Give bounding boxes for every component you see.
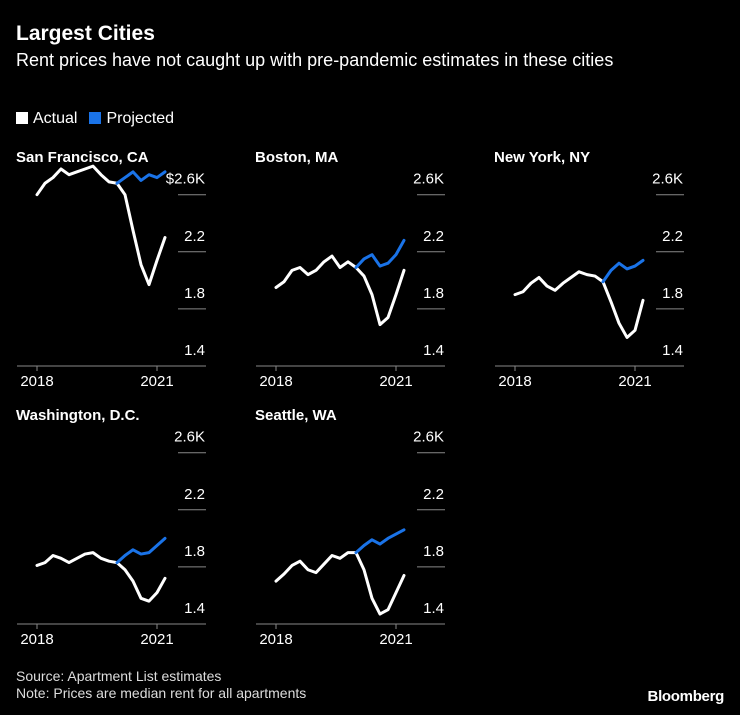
x-tick-label: 2021 bbox=[379, 631, 412, 648]
y-tick-label: 1.4 bbox=[423, 600, 444, 617]
x-tick-label: 2021 bbox=[379, 373, 412, 390]
panel-title: New York, NY bbox=[494, 149, 590, 166]
legend-label: Actual bbox=[33, 110, 78, 127]
y-tick-label: 1.8 bbox=[184, 285, 205, 302]
series-line bbox=[513, 270, 645, 339]
legend-swatch bbox=[89, 112, 102, 124]
y-tick-label: 2.2 bbox=[423, 228, 444, 245]
legend: Actual Projected bbox=[16, 110, 174, 128]
x-tick-label: 2021 bbox=[140, 631, 173, 648]
y-tick-label: 1.4 bbox=[184, 600, 205, 617]
x-tick-label: 2018 bbox=[259, 373, 292, 390]
legend-item: Actual bbox=[16, 110, 77, 128]
series-line bbox=[354, 238, 406, 269]
panel-title: Washington, D.C. bbox=[16, 407, 140, 424]
y-tick-label: 1.8 bbox=[423, 285, 444, 302]
source: Source: Apartment List estimates bbox=[16, 668, 222, 684]
y-tick-label: 2.6K bbox=[413, 171, 444, 188]
y-tick-label: 1.4 bbox=[423, 342, 444, 359]
legend-item: Projected bbox=[89, 110, 174, 128]
legend-swatch bbox=[16, 112, 28, 124]
panel-title: Seattle, WA bbox=[255, 407, 337, 424]
note: Note: Prices are median rent for all apa… bbox=[16, 685, 307, 701]
panel-title: Boston, MA bbox=[255, 149, 338, 166]
series-line bbox=[274, 551, 406, 616]
y-tick-label: 2.2 bbox=[184, 228, 205, 245]
x-tick-label: 2021 bbox=[618, 373, 651, 390]
y-tick-label: 1.4 bbox=[662, 342, 683, 359]
y-tick-label: 1.8 bbox=[662, 285, 683, 302]
brand: Bloomberg bbox=[647, 688, 725, 705]
y-tick-label: $2.6K bbox=[166, 171, 205, 188]
y-tick-label: 2.6K bbox=[652, 171, 683, 188]
x-tick-label: 2018 bbox=[259, 631, 292, 648]
y-tick-label: 1.8 bbox=[184, 543, 205, 560]
panel-title: San Francisco, CA bbox=[16, 149, 149, 166]
y-tick-label: 2.6K bbox=[174, 429, 205, 446]
series-line bbox=[274, 254, 406, 327]
legend-label: Projected bbox=[106, 110, 175, 127]
y-tick-label: 2.2 bbox=[423, 486, 444, 503]
y-tick-label: 2.6K bbox=[413, 429, 444, 446]
y-tick-label: 1.4 bbox=[184, 342, 205, 359]
series-line bbox=[115, 536, 167, 565]
series-line bbox=[601, 258, 645, 284]
series-line bbox=[35, 551, 167, 603]
series-line bbox=[354, 528, 406, 555]
series-line bbox=[35, 164, 167, 287]
x-tick-label: 2021 bbox=[140, 373, 173, 390]
y-tick-label: 2.2 bbox=[662, 228, 683, 245]
x-tick-label: 2018 bbox=[498, 373, 531, 390]
x-tick-label: 2018 bbox=[20, 631, 53, 648]
y-tick-label: 1.8 bbox=[423, 543, 444, 560]
series-line bbox=[115, 170, 167, 185]
subtitle: Rent prices have not caught up with pre-… bbox=[16, 50, 614, 70]
y-tick-label: 2.2 bbox=[184, 486, 205, 503]
x-tick-label: 2018 bbox=[20, 373, 53, 390]
title: Largest Cities bbox=[16, 22, 155, 45]
